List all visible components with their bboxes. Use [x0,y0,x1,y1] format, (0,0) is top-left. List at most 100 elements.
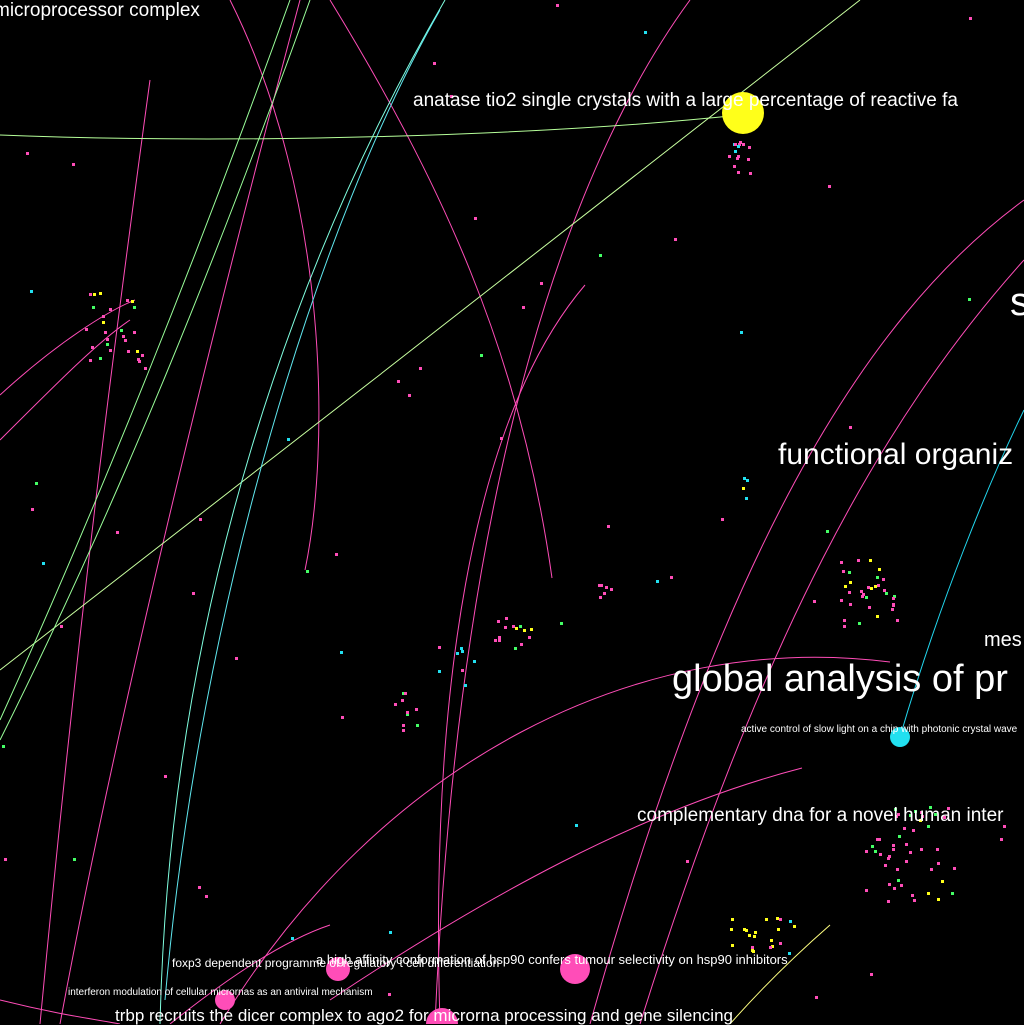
edge [0,114,741,140]
node [600,584,603,587]
label-global: global analysis of pr [672,658,1008,700]
node [743,928,746,931]
node[interactable] [890,727,910,747]
node [740,331,743,334]
node [913,899,916,902]
label-functional: functional organiz [778,438,1014,471]
node [598,584,601,587]
node [104,331,107,334]
node [882,578,885,581]
node [953,867,956,870]
node [438,646,441,649]
node[interactable] [722,92,764,134]
node [869,559,872,562]
highlighted-node-layer [215,92,910,1024]
node [849,603,852,606]
node [843,619,846,622]
node [31,508,34,511]
node [858,622,861,625]
node[interactable] [426,1008,458,1024]
node [126,299,129,302]
node [892,848,895,851]
node [198,886,201,889]
node [828,185,831,188]
node [122,335,125,338]
node [892,604,895,607]
node [754,931,757,934]
node [879,853,882,856]
node [89,293,92,296]
node [776,917,779,920]
node [848,591,851,594]
node [133,331,136,334]
node [947,807,950,810]
node [127,350,130,353]
node [416,724,419,727]
edge [438,284,586,1024]
node [883,589,886,592]
node [909,851,912,854]
node [433,62,436,65]
node [919,819,922,822]
edge [0,999,121,1024]
label-foxp3: foxp3 dependent programme of regulatory … [172,956,500,970]
node [749,172,752,175]
node [164,775,167,778]
node [920,848,923,851]
node [721,518,724,521]
node [771,945,774,948]
node [419,367,422,370]
node [731,944,734,947]
node [934,813,937,816]
node [874,850,877,853]
node [473,660,476,663]
node[interactable] [326,957,350,981]
node [878,568,881,571]
node [868,606,871,609]
node [72,163,75,166]
node [99,357,102,360]
edge [0,0,291,721]
node [867,586,870,589]
node [870,973,873,976]
node [394,703,397,706]
node [874,585,877,588]
edge [59,0,301,1024]
edge [589,199,1024,1024]
node [943,816,946,819]
node [748,146,751,149]
node [402,724,405,727]
node [951,892,954,895]
node [765,918,768,921]
label-cdna: complementary dna for a novel human inte… [637,805,1004,826]
node [674,238,677,241]
node [402,692,405,695]
node[interactable] [215,990,235,1010]
node [937,898,940,901]
node [734,150,737,153]
node [520,643,523,646]
node [133,306,136,309]
node [106,343,109,346]
node [877,584,880,587]
edge [164,9,441,1001]
edge [159,0,446,1024]
node [927,825,930,828]
node [887,900,890,903]
edge [0,0,311,741]
node [523,629,526,632]
node [739,141,742,144]
node [498,639,501,642]
node [35,482,38,485]
node [30,290,33,293]
node [876,615,879,618]
node [743,477,746,480]
node [494,639,497,642]
node [102,315,105,318]
node [514,647,517,650]
node [871,845,874,848]
node [865,596,868,599]
node[interactable] [560,954,590,984]
node [843,625,846,628]
